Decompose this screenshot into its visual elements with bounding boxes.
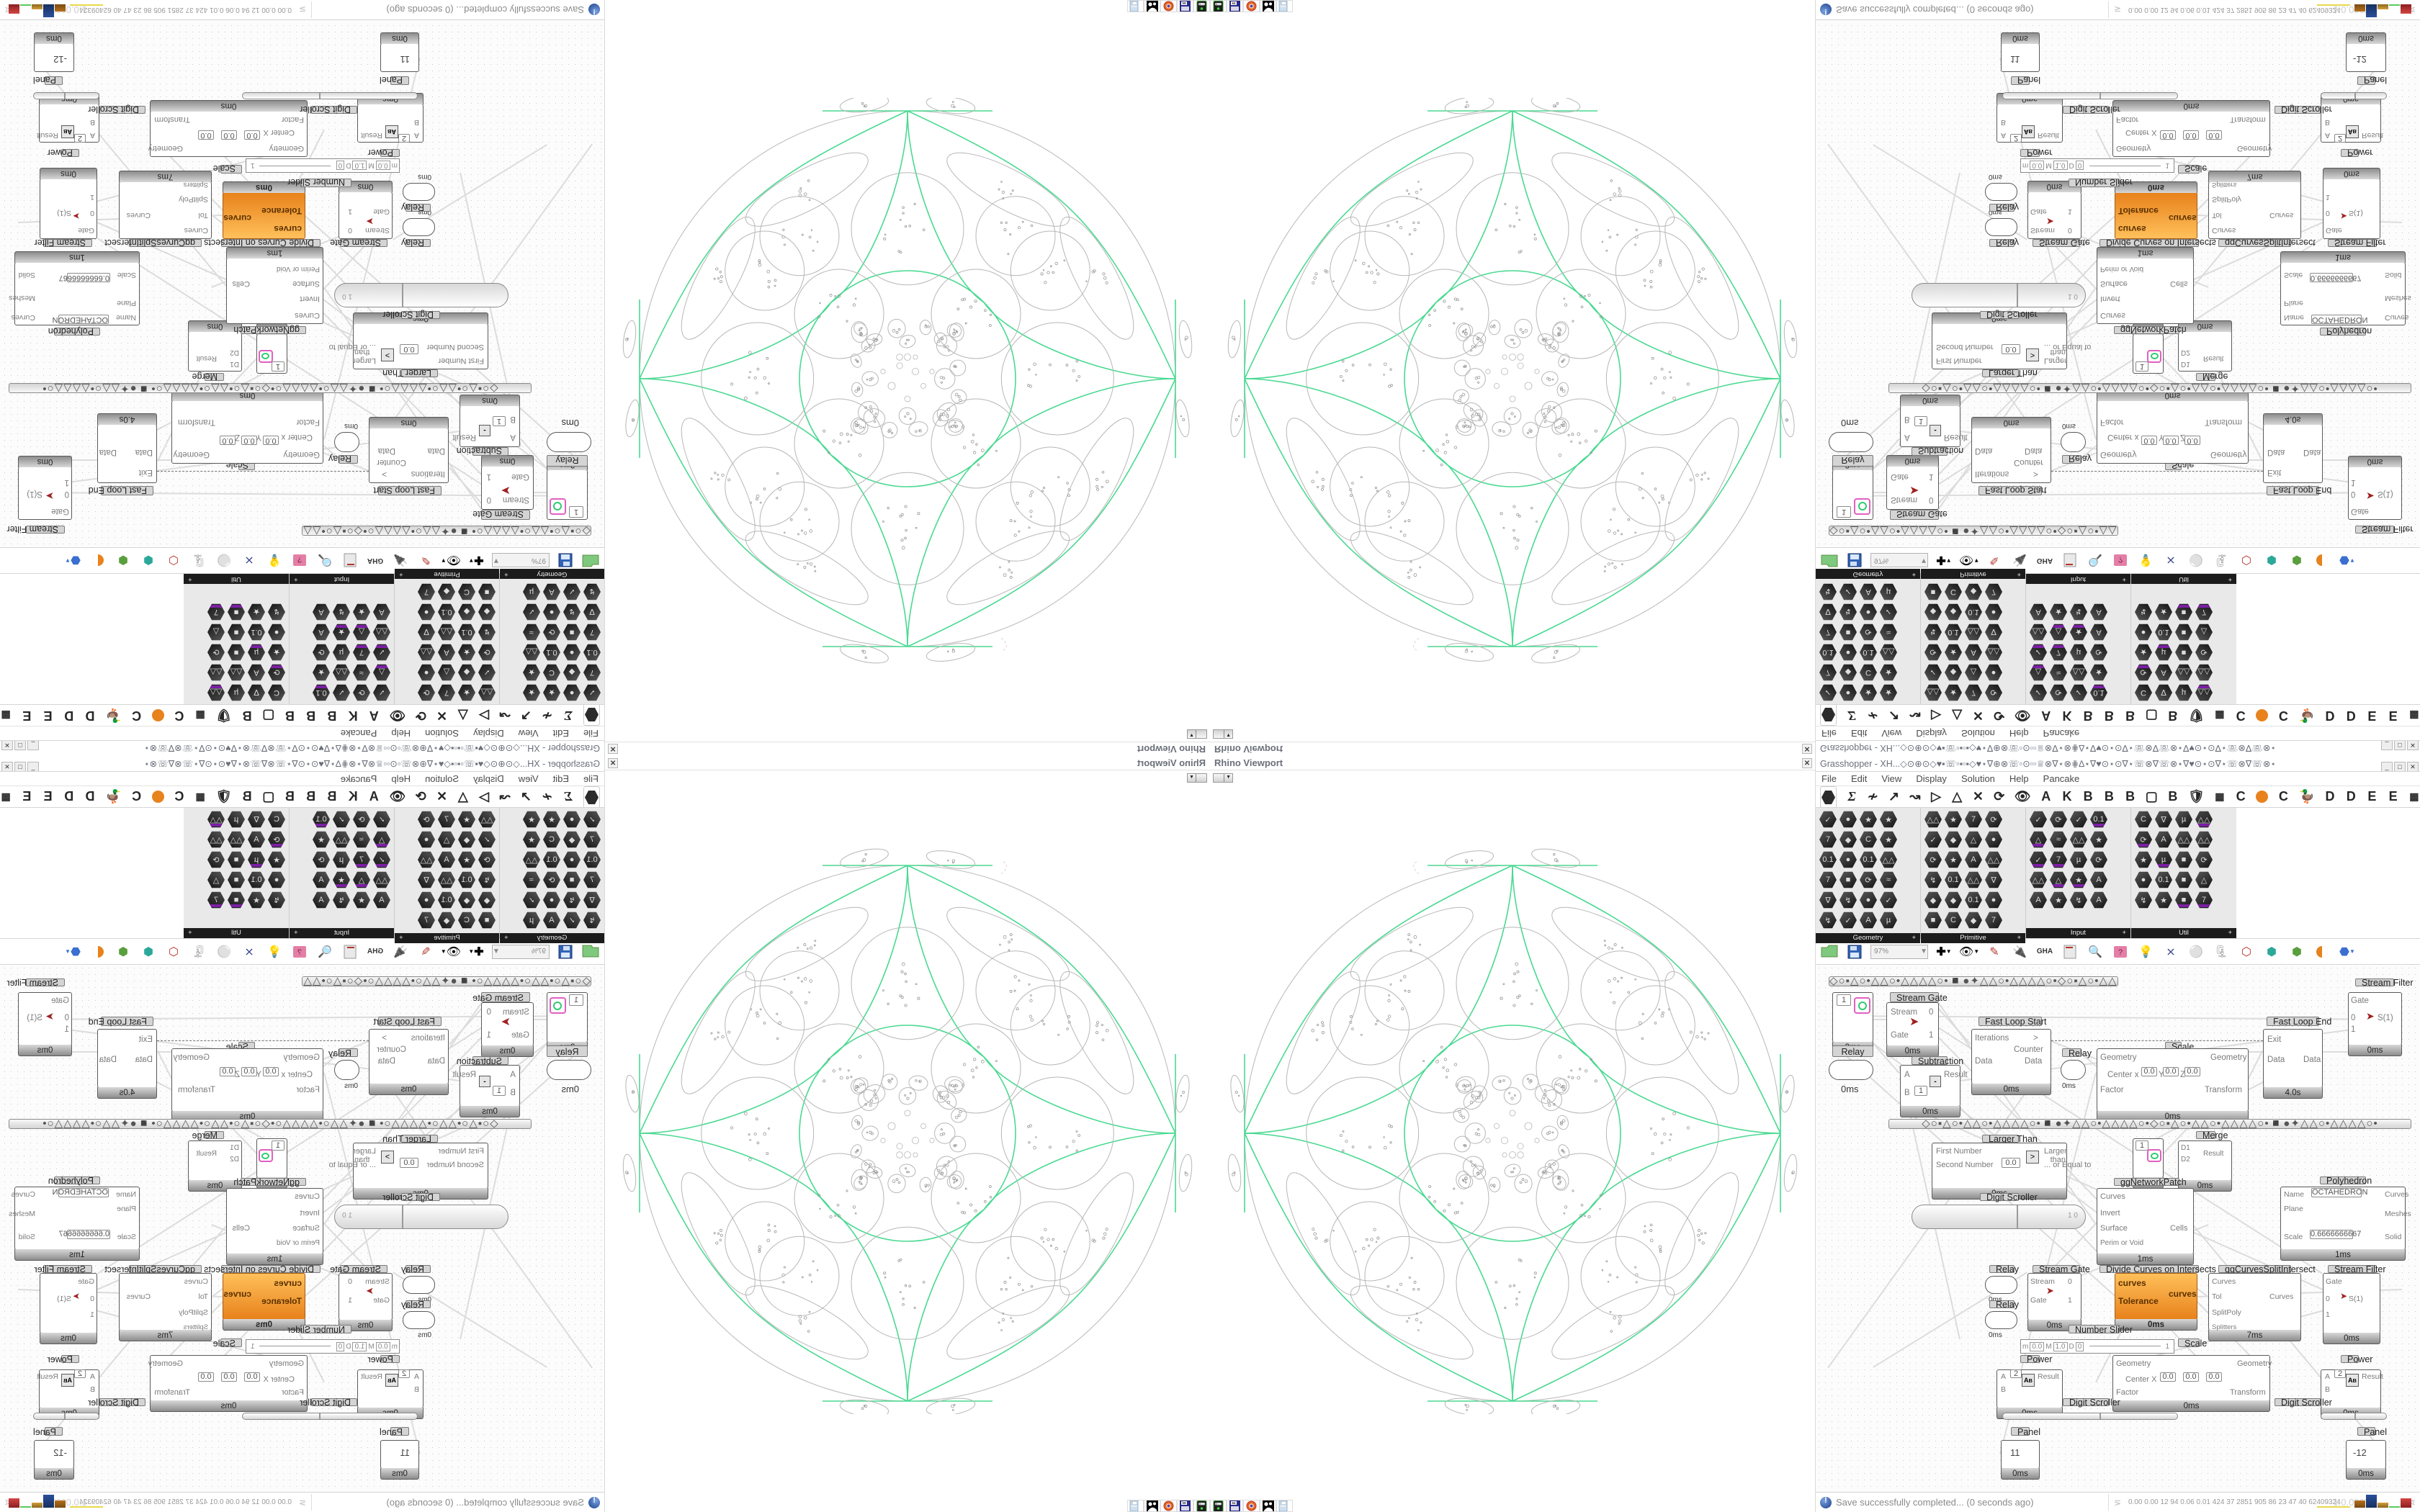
svg-text:?: ? [297, 556, 302, 564]
svg-text:?: ? [2118, 948, 2123, 957]
svg-text:h9: h9 [1182, 1501, 1186, 1505]
svg-text:?: ? [297, 948, 302, 957]
svg-text:64: 64 [1232, 1, 1236, 5]
svg-text:64: 64 [1232, 1501, 1236, 1505]
svg-text:h9: h9 [1182, 1, 1186, 5]
svg-text:?: ? [2118, 556, 2123, 564]
